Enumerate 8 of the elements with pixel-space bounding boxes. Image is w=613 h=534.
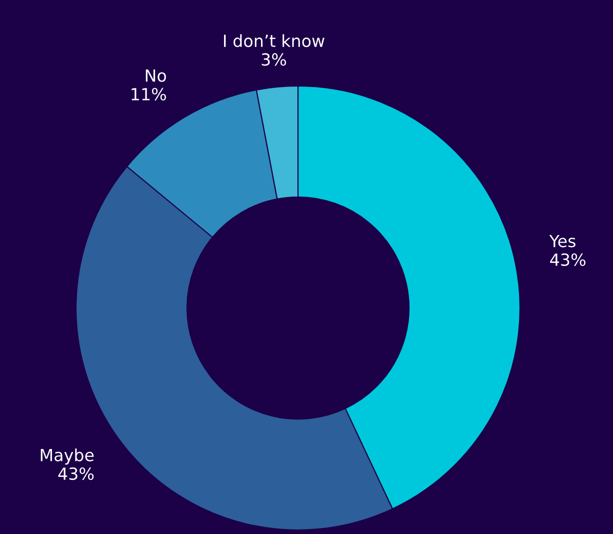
data-label: 43% (550, 253, 586, 266)
slice-label: No (146, 69, 166, 82)
data-label: 11% (132, 88, 166, 101)
data-label: 43% (58, 467, 94, 480)
data-label: 3% (262, 53, 286, 66)
slice-label: I don’t know (224, 34, 324, 48)
slice-label: Yes (549, 234, 576, 248)
slice-label: Maybe (40, 448, 94, 465)
